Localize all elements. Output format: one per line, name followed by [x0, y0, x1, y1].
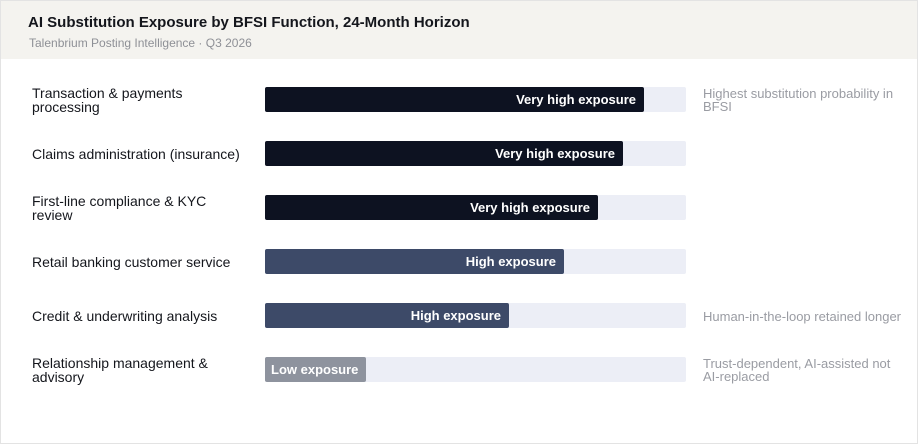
bar-label: High exposure — [410, 308, 501, 323]
bar-row: Transaction & payments processing Very hi… — [1, 80, 917, 120]
annotation: Trust-dependent, AI-assisted not AI-repl… — [703, 356, 891, 384]
chart-title: AI Substitution Exposure by BFSI Functio… — [28, 14, 470, 31]
bar-label: Very high exposure — [495, 146, 615, 161]
category-label: Retail banking customer service — [32, 254, 231, 270]
category-label: Credit & underwriting analysis — [32, 308, 218, 324]
bar: High exposure — [265, 303, 509, 328]
bar-track: Low exposure — [265, 357, 686, 382]
category-label: Claims administration (insurance) — [32, 146, 240, 162]
bar-track: Very high exposure — [265, 141, 686, 166]
category-label: Relationship management & advisory — [32, 355, 208, 385]
bar-track: Very high exposure — [265, 87, 686, 112]
bar-row: Credit & underwriting analysis High expos… — [1, 296, 917, 336]
bar-label: Low exposure — [271, 362, 359, 377]
bar-track: High exposure — [265, 303, 686, 328]
chart-header: AI Substitution Exposure by BFSI Functio… — [1, 1, 917, 59]
chart-subtitle: Talenbrium Posting Intelligence · Q3 202… — [29, 36, 252, 50]
bar-track: Very high exposure — [265, 195, 686, 220]
bar-row: Claims administration (insurance) Very hi… — [1, 134, 917, 174]
annotation: Highest substitution probability in BFSI — [703, 86, 894, 114]
bar: Very high exposure — [265, 87, 644, 112]
bar-row: Retail banking customer service High expo… — [1, 242, 917, 282]
bar: Very high exposure — [265, 195, 598, 220]
bar: Low exposure — [265, 357, 366, 382]
bar-label: Very high exposure — [516, 92, 636, 107]
category-label: First-line compliance & KYC review — [32, 193, 207, 223]
bar: High exposure — [265, 249, 564, 274]
bar-track: High exposure — [265, 249, 686, 274]
bar-label: High exposure — [465, 254, 556, 269]
category-label: Transaction & payments processing — [32, 85, 183, 115]
bar-label: Very high exposure — [470, 200, 590, 215]
bar-row: First-line compliance & KYC review Very h… — [1, 188, 917, 228]
annotation: Human-in-the-loop retained longer — [703, 308, 902, 324]
bar-row: Relationship management & advisory Low ex… — [1, 350, 917, 390]
bar: Very high exposure — [265, 141, 623, 166]
